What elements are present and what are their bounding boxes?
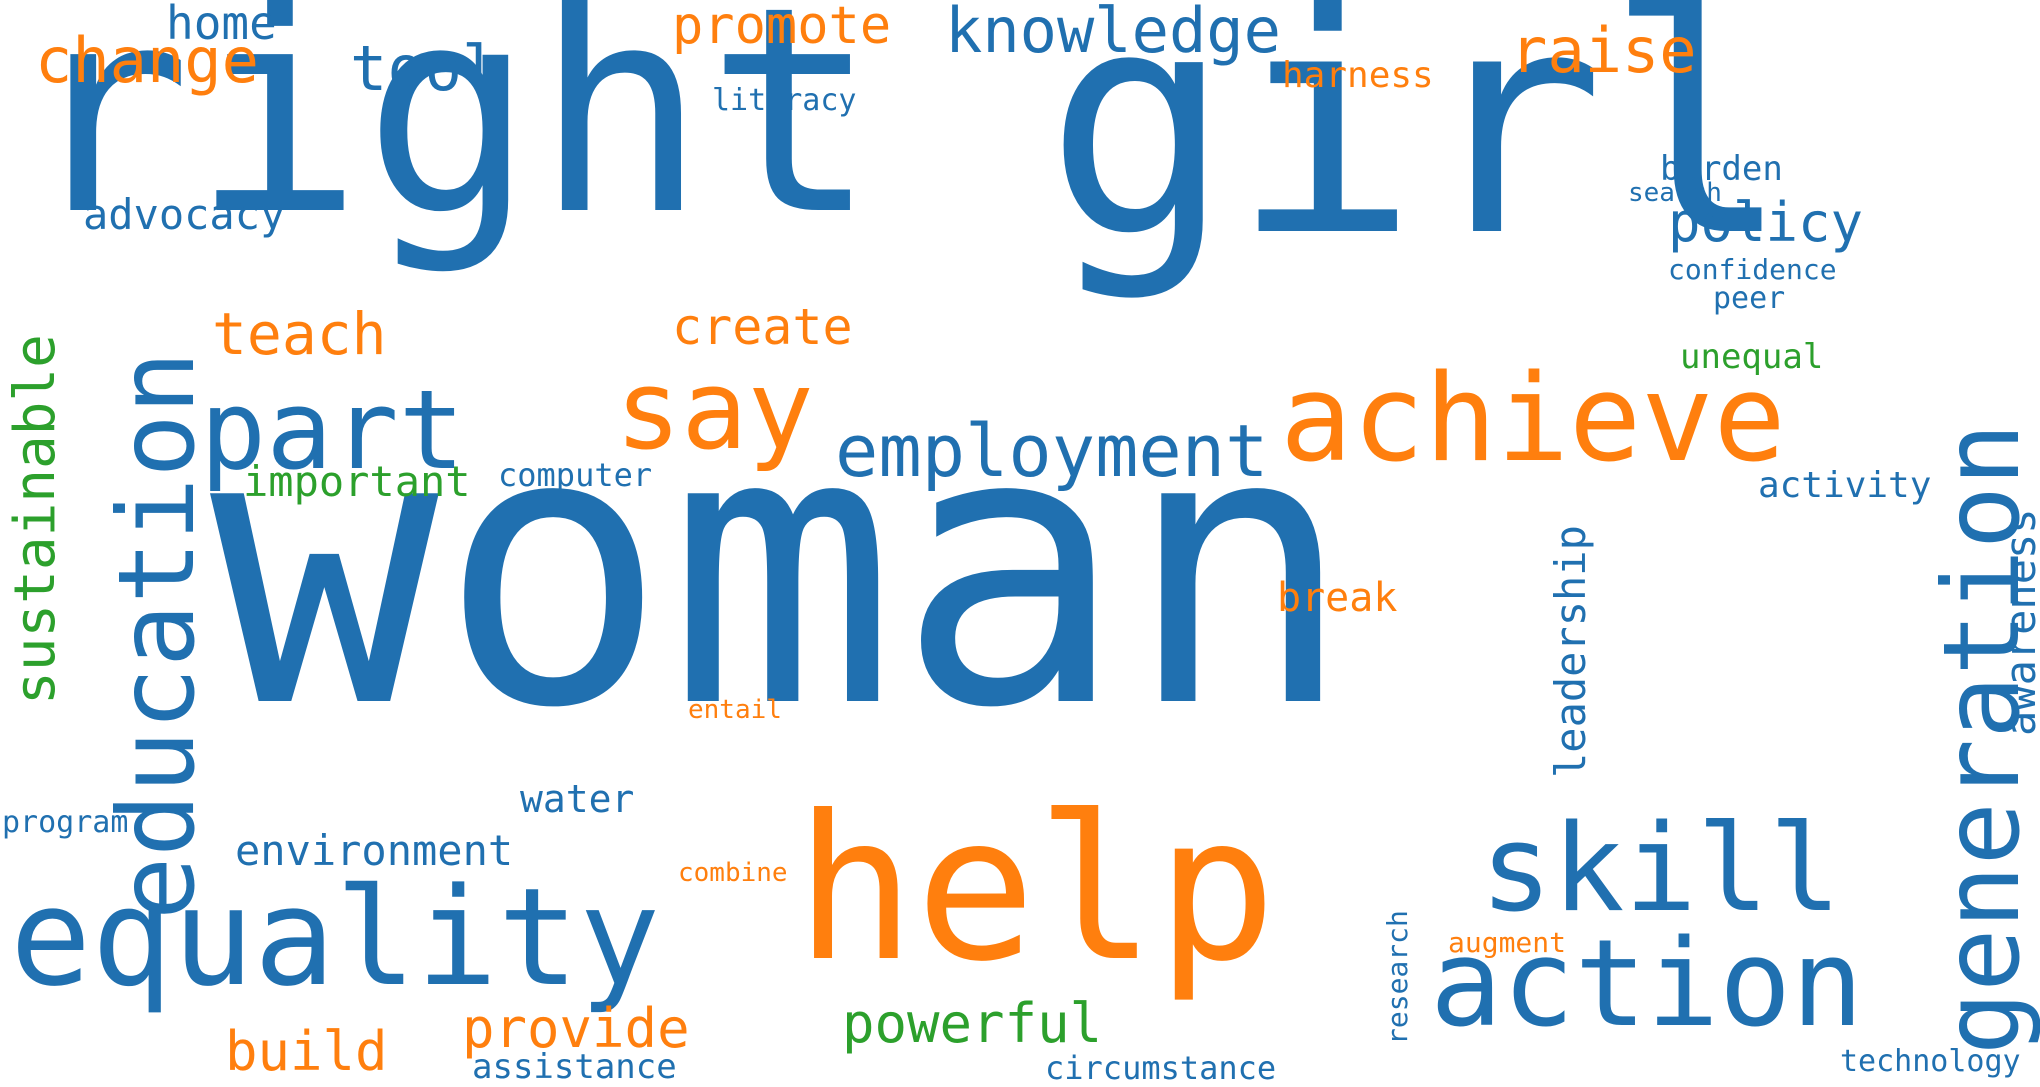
word-help: help — [795, 773, 1277, 1006]
word-tool: tool — [350, 32, 500, 105]
word-promote: promote — [672, 0, 892, 56]
word-employment: employment — [835, 409, 1269, 493]
word-important: important — [243, 457, 471, 506]
word-create: create — [672, 298, 853, 356]
word-augment: augment — [1448, 926, 1567, 959]
word-entail: entail — [688, 695, 782, 725]
word-action: action — [1430, 915, 1864, 1054]
word-home: home — [166, 0, 277, 50]
word-activity: activity — [1758, 465, 1932, 506]
word-powerful: powerful — [842, 992, 1103, 1055]
word-achieve: achieve — [1280, 350, 1786, 489]
word-computer: computer — [498, 456, 653, 494]
word-build: build — [225, 1020, 388, 1083]
word-right: right — [20, 0, 878, 278]
word-raise: raise — [1510, 14, 1697, 87]
word-woman: woman — [210, 348, 1354, 791]
word-policy: policy — [1668, 191, 1864, 254]
word-awareness: awareness — [1996, 508, 2040, 736]
word-teach: teach — [212, 300, 387, 368]
word-break: break — [1277, 575, 1398, 621]
word-equality: equality — [10, 859, 661, 1016]
word-combine: combine — [678, 858, 788, 888]
word-technology: technology — [1840, 1044, 2021, 1079]
word-change: change — [35, 24, 259, 97]
word-part: part — [200, 366, 465, 494]
word-circumstance: circumstance — [1045, 1049, 1277, 1087]
word-peer: peer — [1713, 281, 1786, 316]
word-search: search — [1628, 178, 1722, 208]
word-leadership: leadership — [1546, 525, 1595, 778]
word-unequal: unequal — [1680, 337, 1824, 377]
word-program: program — [2, 805, 129, 840]
word-harness: harness — [1282, 55, 1434, 96]
word-water: water — [520, 777, 635, 821]
word-confidence: confidence — [1668, 253, 1837, 286]
word-skill: skill — [1480, 800, 1842, 939]
word-sustainable: sustainable — [3, 334, 68, 705]
word-say: say — [615, 346, 814, 474]
word-assistance: assistance — [472, 1047, 677, 1087]
word-knowledge: knowledge — [945, 0, 1281, 67]
word-research: research — [1381, 910, 1414, 1045]
word-environment: environment — [235, 826, 514, 875]
word-girl: girl — [1045, 0, 1792, 305]
word-burden: burden — [1660, 149, 1783, 189]
word-provide: provide — [462, 997, 690, 1060]
word-advocacy: advocacy — [83, 190, 286, 239]
word-literacy: literacy — [712, 83, 857, 118]
